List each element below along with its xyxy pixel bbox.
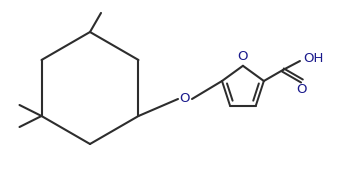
Text: O: O [238,50,248,63]
Text: O: O [180,93,190,105]
Text: OH: OH [303,52,323,65]
Text: O: O [297,83,307,96]
